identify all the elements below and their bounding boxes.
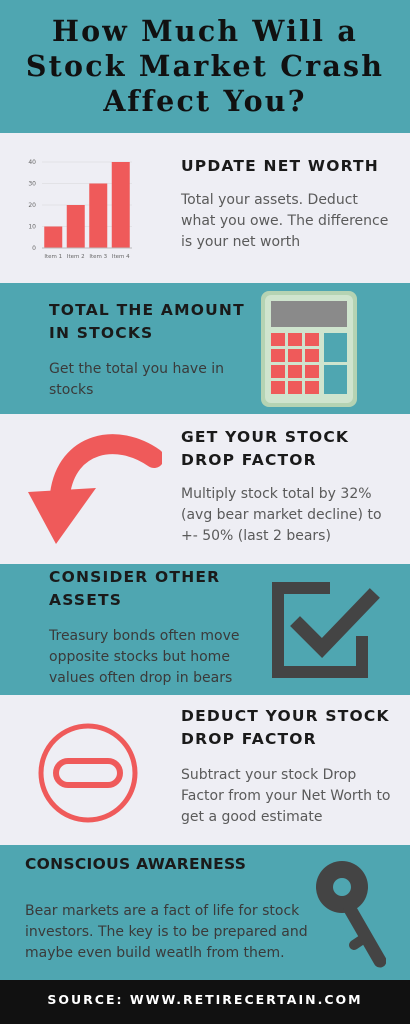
section-stock-drop-factor: GET YOUR STOCK DROP FACTOR Multiply stoc… (0, 414, 410, 564)
bar (66, 205, 85, 248)
section-body: Total your assets. Deduct what you owe. … (181, 192, 389, 250)
x-tick-label: Item 3 (89, 254, 107, 260)
section-body: Treasury bonds often move opposite stock… (49, 628, 240, 686)
section-conscious-awareness: CONSCIOUS AWARENESS Bear markets are a f… (0, 845, 410, 980)
checkbox-icon (272, 582, 380, 678)
calculator-icon (261, 291, 357, 407)
bar (44, 226, 63, 248)
key-icon (316, 861, 386, 968)
section-body: Multiply stock total by 32% (avg bear ma… (181, 486, 382, 544)
section-heading: GET YOUR STOCK DROP FACTOR (181, 428, 350, 469)
footer: SOURCE: WWW.RETIRECERTAIN.COM (0, 980, 410, 1024)
curved-arrow-icon (28, 434, 162, 544)
y-tick-label: 0 (32, 245, 36, 252)
x-tick-label: Item 2 (67, 254, 85, 260)
x-tick-label: Item 4 (112, 254, 130, 260)
y-tick-label: 10 (28, 224, 36, 231)
section-heading: CONSCIOUS AWARENESS (25, 855, 247, 873)
bar (111, 162, 130, 248)
section-other-assets: CONSIDER OTHER ASSETS Treasury bonds oft… (0, 564, 410, 695)
y-tick-label: 30 (28, 181, 36, 188)
minus-circle-icon (38, 723, 138, 823)
bar-chart-icon: 0 10 20 30 40 Item 1 Item 2 Item 3 Item 4 (28, 159, 132, 260)
y-tick-label: 40 (28, 159, 36, 166)
section-deduct-drop-factor: DEDUCT YOUR STOCK DROP FACTOR Subtract y… (0, 695, 410, 845)
page-title: How Much Will a Stock Market Crash Affec… (25, 14, 385, 118)
section-update-net-worth: 0 10 20 30 40 Item 1 Item 2 Item 3 Item 4 UPDATE… (0, 133, 410, 283)
section-body: Bear markets are a fact of life for stoc… (25, 903, 308, 961)
y-tick-label: 20 (28, 202, 36, 209)
section-body: Subtract your stock Drop Factor from you… (181, 767, 391, 825)
x-tick-label: Item 1 (44, 254, 62, 260)
section-heading: DEDUCT YOUR STOCK DROP FACTOR (181, 707, 390, 748)
section-heading: TOTAL THE AMOUNT IN STOCKS (49, 301, 245, 342)
section-heading: CONSIDER OTHER ASSETS (49, 568, 221, 609)
source-text: SOURCE: WWW.RETIRECERTAIN.COM (47, 992, 363, 1007)
header: How Much Will a Stock Market Crash Affec… (0, 0, 410, 133)
bar (89, 183, 108, 248)
section-total-stocks: TOTAL THE AMOUNT IN STOCKS Get the total… (0, 283, 410, 414)
section-heading: UPDATE NET WORTH (181, 157, 379, 175)
section-body: Get the total you have in stocks (49, 361, 225, 398)
